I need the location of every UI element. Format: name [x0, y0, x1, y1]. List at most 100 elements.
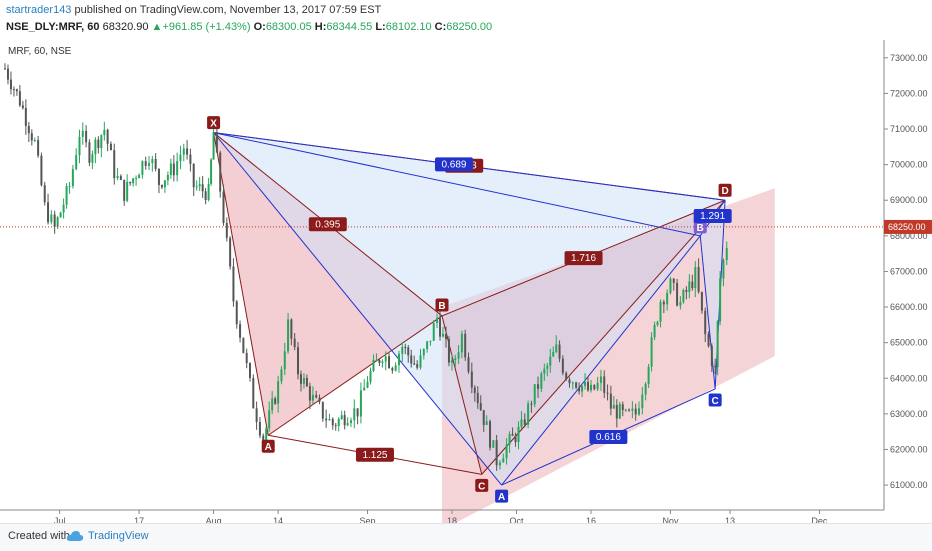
candle-body	[697, 267, 700, 292]
candle-body	[277, 381, 280, 404]
x-tick-label: Nov	[662, 516, 679, 523]
candle-body	[334, 425, 337, 427]
candle-body	[106, 129, 109, 144]
y-tick-label: 61000.00	[890, 480, 928, 490]
candle-body	[549, 356, 552, 366]
candle-body	[543, 368, 546, 374]
candle-body	[571, 382, 574, 384]
candle-body	[75, 155, 78, 170]
candle-body	[489, 421, 492, 448]
candle-body	[578, 387, 581, 392]
candle-body	[397, 353, 400, 366]
inner-point-a-label: A	[498, 492, 505, 503]
candle-body	[85, 131, 88, 143]
x-tick-label: 17	[134, 516, 144, 523]
candle-body	[15, 89, 18, 92]
candle-body	[676, 282, 679, 306]
candle-body	[141, 161, 144, 175]
candle-body	[318, 397, 321, 402]
candle-body	[527, 403, 530, 425]
candle-body	[97, 139, 100, 149]
ratio-bd: 1.716	[571, 253, 596, 264]
tradingview-cloud-icon	[66, 531, 84, 541]
ratio-xd-inner-box	[434, 157, 473, 172]
y-tick-label: 73000.00	[890, 53, 928, 63]
candle-body	[262, 435, 265, 442]
candle-body	[129, 181, 132, 184]
price-axis[interactable]: 61000.00 62000.00 63000.00 64000.00 65000.00…	[884, 53, 928, 490]
candle-body	[192, 163, 195, 188]
candle-body	[135, 178, 138, 180]
candle-body	[346, 423, 349, 426]
candle-body	[725, 247, 728, 261]
x-tick-label: Aug	[206, 516, 222, 523]
candle-body	[716, 321, 719, 368]
chart-subtitle: MRF, 60, NSE	[8, 46, 72, 57]
candle-body	[537, 384, 540, 389]
candle-body	[404, 346, 407, 348]
candle-body	[615, 405, 618, 419]
candle-body	[533, 384, 536, 405]
candle-body	[552, 352, 555, 357]
candle-body	[482, 410, 485, 425]
publisher-link[interactable]: startrader143	[6, 4, 72, 16]
candle-body	[325, 418, 328, 421]
price-chart[interactable]: MRF, 60, NSE XABCDABC0.3950.7931.7161.12…	[0, 40, 932, 523]
last-price-tag	[884, 219, 932, 234]
x-tick-label: Sep	[360, 516, 376, 523]
candle-body	[410, 355, 413, 364]
candle-body	[109, 143, 112, 151]
candle-body	[704, 310, 707, 335]
candle-body	[363, 387, 366, 391]
candle-body	[103, 129, 106, 136]
candle-body	[235, 301, 238, 325]
candle-body	[476, 392, 479, 404]
y-tick-label: 68000.00	[890, 231, 928, 241]
x-tick-label: 13	[725, 516, 735, 523]
candle-body	[369, 370, 372, 382]
candle-body	[68, 186, 71, 188]
candle-body	[9, 79, 12, 90]
y-tick-label: 66000.00	[890, 302, 928, 312]
candle-body	[596, 382, 599, 390]
candle-body	[609, 393, 612, 409]
candle-body	[169, 163, 172, 175]
candle-body	[116, 175, 119, 179]
candle-body	[523, 419, 526, 425]
candle-body	[606, 392, 609, 394]
candle-body	[439, 317, 442, 337]
candle-body	[505, 444, 508, 459]
inner-point-c-label: C	[712, 396, 719, 407]
candle-body	[581, 385, 584, 392]
candle-body	[195, 186, 198, 188]
candle-body	[356, 408, 359, 417]
x-tick-label: Oct	[510, 516, 525, 523]
pattern-point-d-box	[718, 183, 732, 197]
pattern-point-d-label: D	[721, 186, 728, 197]
candle-body	[558, 344, 561, 359]
candle-body	[81, 131, 84, 137]
candle-body	[634, 408, 637, 415]
tradingview-link[interactable]: TradingView	[88, 530, 149, 542]
x-tick-label: 16	[586, 516, 596, 523]
close-label: C:	[434, 21, 447, 33]
last-price-marker: 68250.00	[0, 219, 932, 234]
inner-pattern-leg	[213, 132, 701, 237]
candle-body	[391, 368, 394, 371]
candle-body	[401, 346, 404, 354]
time-axis[interactable]: Jul 17 Aug 14 Sep 18 Oct 16 Nov 13 Dec	[54, 510, 828, 523]
candle-body	[311, 394, 314, 401]
candle-body	[113, 150, 116, 179]
candle-body	[669, 278, 672, 294]
candle-body	[189, 154, 192, 164]
change-value: +961.85 (+1.43%)	[162, 21, 251, 33]
candle-body	[71, 169, 74, 187]
candle-body	[331, 418, 334, 426]
candle-body	[638, 408, 641, 415]
inner-point-c-box	[708, 393, 722, 407]
candle-body	[429, 340, 432, 342]
candle-body	[565, 372, 568, 380]
candle-body	[473, 387, 476, 393]
candle-body	[302, 378, 305, 384]
candle-body	[18, 91, 21, 106]
